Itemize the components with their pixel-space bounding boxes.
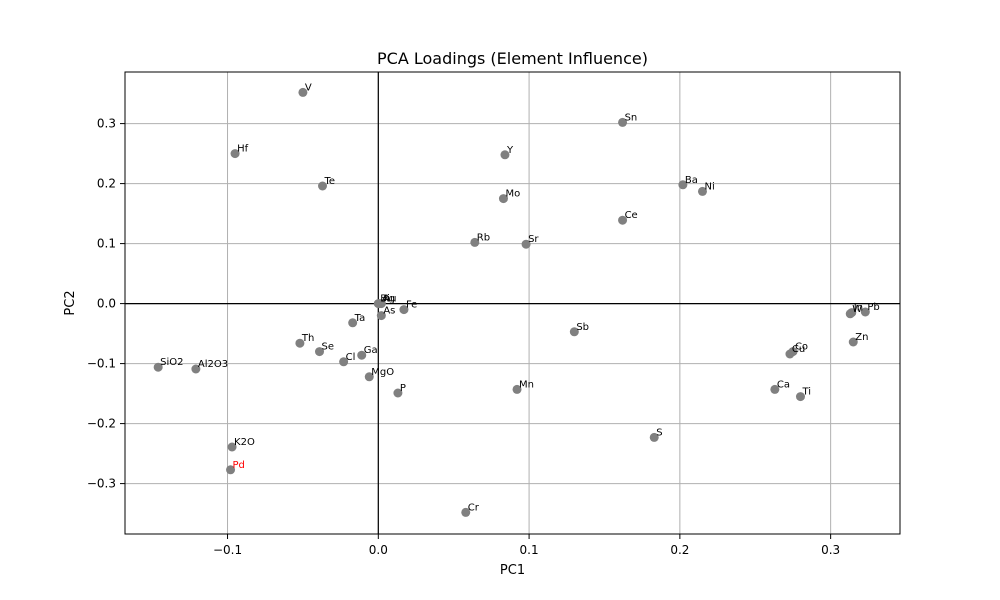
point-label-sb: Sb	[576, 322, 589, 333]
point-rb	[470, 237, 480, 247]
point-label-k2o: K2O	[234, 437, 255, 448]
point-fe	[399, 305, 409, 315]
point-label-y: Y	[506, 145, 514, 156]
point-label-p: P	[400, 383, 406, 394]
point-label-pd: Pd	[233, 460, 245, 471]
point-label-sio2: SiO2	[160, 357, 183, 368]
point-mgo	[364, 372, 374, 382]
point-label-zn: Zn	[855, 332, 868, 343]
point-label-as: As	[383, 306, 395, 317]
point-ca	[770, 384, 780, 394]
point-te	[318, 181, 328, 191]
y-tick-label: −0.2	[87, 417, 116, 431]
x-tick-label: 0.1	[520, 543, 539, 557]
x-tick-label: −0.1	[213, 543, 242, 557]
point-label-fe: Fe	[406, 300, 417, 311]
point-v	[298, 87, 308, 97]
y-tick-label: −0.1	[87, 357, 116, 371]
point-cl	[339, 357, 349, 367]
y-tick-label: 0.3	[97, 117, 116, 131]
point-label-te: Te	[324, 176, 336, 187]
point-label-ga: Ga	[364, 345, 378, 356]
point-label-hf: Hf	[237, 144, 249, 155]
y-tick-label: 0.1	[97, 237, 116, 251]
point-label-cu: Cu	[792, 344, 805, 355]
point-y	[500, 150, 510, 160]
point-label-th: Th	[301, 333, 314, 344]
point-ni	[697, 186, 707, 196]
point-mo	[498, 194, 508, 204]
point-label-cr: Cr	[468, 502, 480, 513]
point-sb	[569, 327, 579, 337]
point-label-ti: Ti	[801, 387, 811, 398]
point-label-rb: Rb	[477, 232, 490, 243]
axis-ticks: −0.1 0.0 0.1 0.2 0.3 −0.3 −0.2 −0.1 0.0 0.1 0.2 0.3	[87, 117, 840, 557]
point-al2o3	[191, 364, 201, 374]
y-tick-label: 0.0	[97, 297, 116, 311]
point-label-pb: Pb	[867, 302, 879, 313]
point-ti	[795, 392, 805, 402]
point-ba	[678, 180, 688, 190]
point-label-se: Se	[322, 342, 335, 353]
point-pd	[226, 465, 236, 475]
point-label-ag: Ag	[382, 294, 395, 305]
point-label-au: Au	[383, 294, 396, 305]
data-points	[153, 87, 870, 517]
point-in	[847, 308, 857, 318]
point-label-ca: Ca	[777, 379, 790, 390]
x-tick-label: 0.0	[369, 543, 388, 557]
plot-frame	[124, 71, 901, 535]
y-tick-label: −0.3	[87, 477, 116, 491]
point-label-cl: Cl	[346, 352, 356, 363]
point-k2o	[227, 442, 237, 452]
point-se	[315, 347, 325, 357]
point-label-ce: Ce	[625, 210, 638, 221]
point-label-v: V	[305, 82, 312, 93]
point-label-al2o3: Al2O3	[198, 359, 228, 370]
point-label-in: In	[854, 303, 863, 314]
point-s	[649, 432, 659, 442]
point-sn	[618, 117, 628, 127]
point-label-co: Co	[795, 342, 808, 353]
point-cr	[461, 507, 471, 517]
point-pb	[860, 307, 870, 317]
point-p	[393, 388, 403, 398]
point-ce	[618, 215, 628, 225]
point-label-sr: Sr	[528, 234, 539, 245]
x-tick-label: 0.3	[821, 543, 840, 557]
point-label-ta: Ta	[354, 313, 366, 324]
x-tick-label: 0.2	[670, 543, 689, 557]
point-sio2	[153, 362, 163, 372]
point-label-mo: Mo	[505, 189, 520, 200]
point-hf	[230, 149, 240, 159]
chart-title: PCA Loadings (Element Influence)	[377, 49, 648, 68]
point-au	[376, 299, 386, 309]
point-label-ba: Ba	[685, 175, 698, 186]
point-ta	[348, 318, 358, 328]
point-zn	[848, 337, 858, 347]
point-co	[788, 347, 798, 357]
y-axis-label: PC2	[63, 290, 78, 315]
point-label-ni: Ni	[704, 181, 714, 192]
point-th	[295, 338, 305, 348]
point-label-sn: Sn	[625, 112, 638, 123]
point-label-s: S	[656, 427, 662, 438]
y-tick-label: 0.2	[97, 177, 116, 191]
point-as	[376, 311, 386, 321]
point-mn	[512, 384, 522, 394]
point-sr	[521, 239, 531, 249]
point-label-w: W	[852, 304, 862, 315]
point-label-mgo: MgO	[371, 367, 394, 378]
point-ga	[357, 350, 367, 360]
point-label-mn: Mn	[519, 379, 534, 390]
x-axis-label: PC1	[500, 563, 525, 578]
point-label-bi: Bi	[380, 294, 390, 305]
